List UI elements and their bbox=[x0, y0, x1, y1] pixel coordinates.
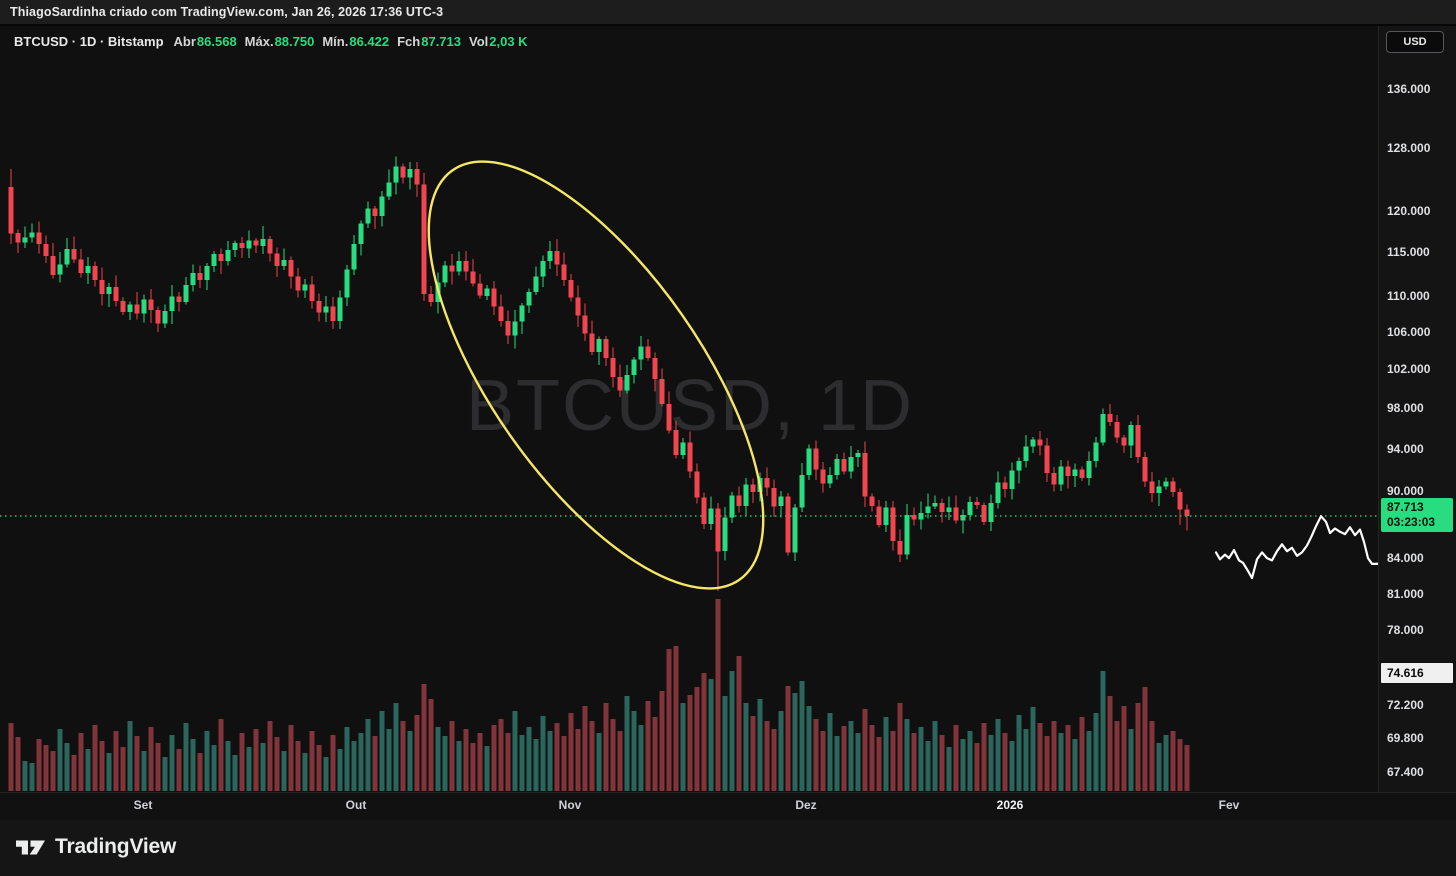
time-tick-label-dez: Dez bbox=[795, 798, 817, 812]
ohlc-field-abr: Abr86.568 bbox=[173, 34, 237, 49]
bar-countdown: 03:23:03 bbox=[1387, 515, 1436, 529]
time-tick-label-2026: 2026 bbox=[996, 798, 1024, 812]
attribution-bar: ThiagoSardinha criado com TradingView.co… bbox=[0, 0, 1456, 26]
time-tick-label-out: Out bbox=[345, 798, 367, 812]
candlestick-series bbox=[8, 156, 1190, 592]
sparkline-drawing[interactable] bbox=[1214, 515, 1378, 580]
price-tick-label: 84.000 bbox=[1387, 551, 1424, 565]
price-tick-label: 94.000 bbox=[1387, 442, 1424, 456]
time-tick-label-nov: Nov bbox=[558, 798, 582, 812]
last-price-badge: 87.713 03:23:03 bbox=[1381, 498, 1453, 532]
ohlc-field-mn: Mín.86.422 bbox=[322, 34, 390, 49]
ohlc-values: Abr86.568 Máx.88.750 Mín.86.422 Fch87.713 Vo… bbox=[174, 34, 536, 49]
footer: TradingView bbox=[0, 820, 1456, 876]
price-tick-label: 90.000 bbox=[1387, 484, 1424, 498]
price-tick-label: 67.400 bbox=[1387, 765, 1424, 779]
chart-pane[interactable]: BTCUSD, 1D BTCUSD · 1D · Bitstamp Abr86.5… bbox=[0, 26, 1378, 792]
tradingview-mark-icon bbox=[16, 840, 45, 854]
chart-header: BTCUSD · 1D · Bitstamp Abr86.568 Máx.88.75… bbox=[14, 34, 536, 49]
price-tick-label: 98.000 bbox=[1387, 401, 1424, 415]
price-axis[interactable]: 136.000 128.000 120.000 115.000 110.000 106.0… bbox=[1378, 26, 1456, 792]
ohlc-field-mx: Máx.88.750 bbox=[244, 34, 315, 49]
volume-series bbox=[8, 599, 1190, 791]
price-tick-label: 81.000 bbox=[1387, 587, 1424, 601]
time-tick-label-fev: Fev bbox=[1218, 798, 1240, 812]
chart-canvas[interactable]: BTCUSD, 1D bbox=[0, 26, 1378, 792]
tradingview-logo[interactable]: TradingView bbox=[16, 835, 176, 859]
time-axis[interactable]: Set Out Nov Dez 2026 Fev bbox=[0, 792, 1456, 820]
price-tick-label: 102.000 bbox=[1387, 362, 1431, 376]
low-marker-badge: 74.616 bbox=[1381, 663, 1453, 683]
ellipse-annotation[interactable] bbox=[367, 110, 826, 640]
price-tick-label: 128.000 bbox=[1387, 141, 1431, 155]
price-tick-label: 110.000 bbox=[1387, 289, 1430, 303]
price-tick-label: 72.200 bbox=[1387, 698, 1424, 712]
price-tick-label: 120.000 bbox=[1387, 204, 1431, 218]
attribution-text: ThiagoSardinha criado com TradingView.co… bbox=[10, 5, 444, 19]
ohlc-field-vol: Vol2,03 K bbox=[469, 34, 528, 49]
price-tick-label: 106.000 bbox=[1387, 325, 1431, 339]
watermark: BTCUSD, 1D bbox=[466, 366, 914, 446]
price-tick-label: 78.000 bbox=[1387, 623, 1424, 637]
currency-button[interactable]: USD bbox=[1386, 31, 1444, 53]
tradingview-wordmark: TradingView bbox=[55, 835, 177, 858]
price-tick-label: 115.000 bbox=[1387, 245, 1430, 259]
price-tick-label: 136.000 bbox=[1387, 82, 1431, 96]
price-tick-label: 69.800 bbox=[1387, 731, 1424, 745]
last-price-value: 87.713 bbox=[1387, 500, 1424, 514]
time-tick-label-set: Set bbox=[133, 798, 153, 812]
ohlc-field-fch: Fch87.713 bbox=[397, 34, 461, 49]
symbol-title[interactable]: BTCUSD · 1D · Bitstamp bbox=[14, 34, 164, 49]
